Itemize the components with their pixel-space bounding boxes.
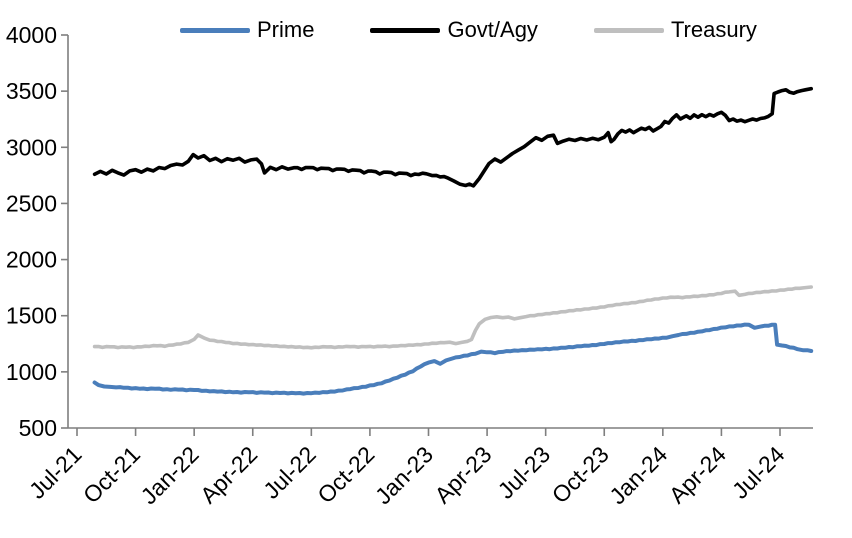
y-axis-tick-label: 500: [19, 415, 57, 441]
x-axis-tick-label: Oct-21: [78, 441, 145, 508]
x-axis-tick-label: Jan-22: [136, 441, 204, 509]
x-axis-tick-label: Jan-23: [370, 441, 438, 509]
legend-swatch-govt-agy: [370, 27, 441, 33]
x-axis-tick-label: Oct-23: [547, 441, 614, 508]
legend-swatch-prime: [180, 27, 250, 33]
y-axis-tick-label: 4000: [6, 22, 57, 48]
x-axis-tick-label: Apr-22: [195, 441, 262, 508]
x-axis-tick-label: Jan-24: [604, 441, 672, 509]
legend-label-treasury: Treasury: [670, 17, 757, 42]
x-axis-tick-label: Jul-23: [493, 441, 556, 504]
y-axis-tick-label: 2000: [6, 247, 57, 273]
legend-item-prime: Prime: [180, 19, 314, 41]
chart-legend: Prime Govt/Agy Treasury: [180, 19, 813, 41]
x-axis-tick-label: Jul-22: [258, 441, 321, 504]
series-line-prime: [92, 322, 814, 396]
legend-item-treasury: Treasury: [593, 17, 757, 42]
series-line-govt-agy: [92, 86, 814, 188]
series-line-treasury: [92, 285, 814, 350]
y-axis-tick-label: 1500: [6, 303, 57, 329]
x-axis-tick-label: Apr-24: [664, 441, 731, 508]
x-axis-tick-label: Jul-24: [727, 441, 790, 504]
y-axis-tick-label: 3500: [6, 78, 57, 104]
legend-label-govt-agy: Govt/Agy: [447, 17, 538, 42]
x-axis-tick-label: Jul-21: [24, 441, 87, 504]
x-axis-tick-label: Apr-23: [429, 441, 496, 508]
y-axis-tick-label: 2500: [6, 190, 57, 216]
legend-swatch-treasury: [593, 27, 664, 33]
y-axis-tick-label: 1000: [6, 359, 57, 385]
legend-label-prime: Prime: [257, 17, 315, 42]
x-axis-tick-label: Oct-22: [312, 441, 379, 508]
legend-item-govt-agy: Govt/Agy: [370, 17, 538, 42]
y-axis-tick-label: 3000: [6, 134, 57, 160]
